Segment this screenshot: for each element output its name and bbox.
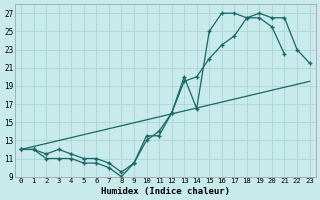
X-axis label: Humidex (Indice chaleur): Humidex (Indice chaleur)	[101, 187, 230, 196]
